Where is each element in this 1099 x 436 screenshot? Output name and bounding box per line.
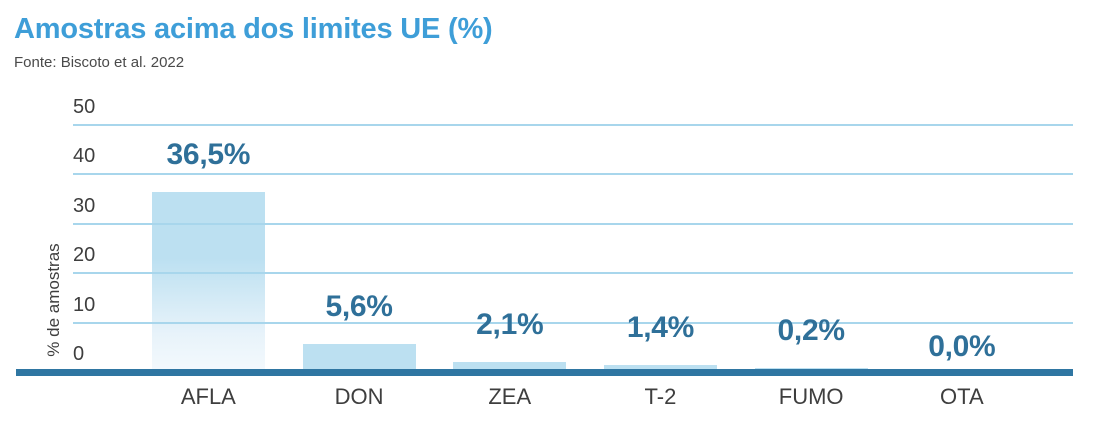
y-tick-50: 50: [73, 96, 96, 118]
chart-source: Fonte: Biscoto et al. 2022: [14, 54, 185, 71]
gridline-50: [73, 124, 1073, 126]
value-label-ota: 0,0%: [928, 330, 996, 363]
y-tick-0: 0: [73, 343, 85, 365]
value-label-t-2: 1,4%: [626, 311, 695, 345]
category-label-don: DON: [334, 384, 384, 409]
bar-don: [302, 344, 416, 372]
category-label-afla: AFLA: [180, 384, 236, 409]
y-tick-30: 30: [73, 194, 96, 217]
value-label-fumo: 0,2%: [777, 314, 845, 347]
gridline-30: [73, 222, 1073, 225]
gridline-20: [73, 272, 1073, 275]
bar-afla: [151, 191, 265, 372]
value-label-zea: 2,1%: [476, 307, 544, 341]
y-tick-10: 10: [73, 293, 96, 316]
y-tick-20: 20: [73, 244, 96, 267]
value-label-afla: 36,5%: [166, 137, 251, 171]
y-axis-label: % de amostras: [44, 243, 63, 357]
gridline-10: [73, 321, 1073, 324]
y-tick-40: 40: [73, 145, 96, 168]
x-axis-line: [16, 369, 1073, 376]
bar-zea: [453, 361, 567, 372]
category-label-fumo: FUMO: [778, 384, 844, 409]
category-label-ota: OTA: [940, 384, 984, 409]
category-label-t-2: T-2: [644, 384, 677, 409]
category-label-zea: ZEA: [488, 384, 532, 409]
gridline-40: [73, 173, 1073, 176]
value-label-don: 5,6%: [325, 290, 393, 324]
chart-title: Amostras acima dos limites UE (%): [14, 13, 493, 45]
bar-t-2: [603, 365, 717, 372]
